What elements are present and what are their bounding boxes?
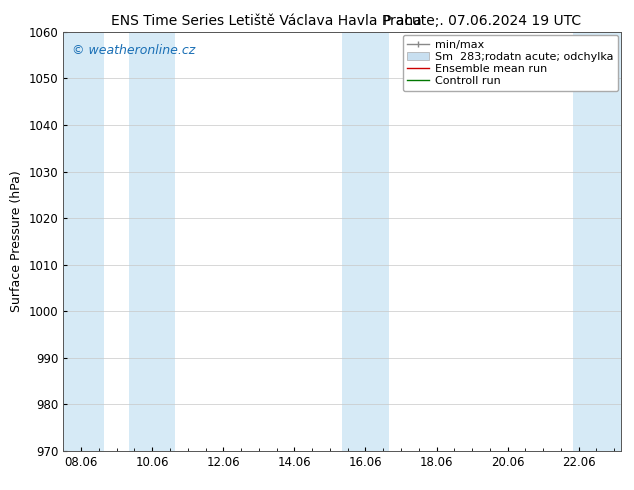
Text: P acute;. 07.06.2024 19 UTC: P acute;. 07.06.2024 19 UTC xyxy=(383,14,581,28)
Text: © weatheronline.cz: © weatheronline.cz xyxy=(72,45,195,57)
Text: ENS Time Series Letiště Václava Havla Praha: ENS Time Series Letiště Václava Havla Pr… xyxy=(111,14,422,28)
Legend: min/max, Sm  283;rodatn acute; odchylka, Ensemble mean run, Controll run: min/max, Sm 283;rodatn acute; odchylka, … xyxy=(403,35,618,91)
Bar xyxy=(342,32,389,451)
Bar xyxy=(63,32,104,451)
Bar xyxy=(573,32,621,451)
Bar xyxy=(129,32,176,451)
Y-axis label: Surface Pressure (hPa): Surface Pressure (hPa) xyxy=(10,171,23,312)
